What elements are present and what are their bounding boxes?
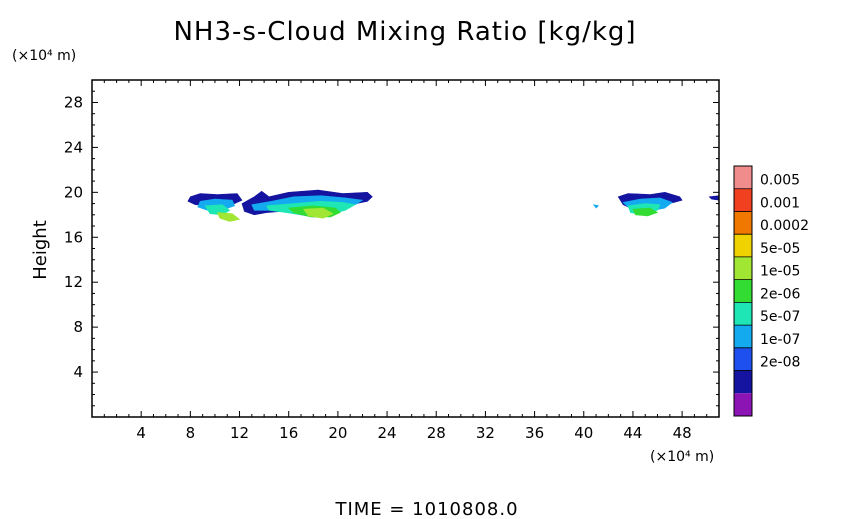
- x-tick-label: 16: [279, 424, 298, 442]
- colorbar-swatch: [734, 256, 752, 280]
- cloud-layer: [708, 195, 720, 201]
- colorbar-swatch: [734, 234, 752, 257]
- y-tick-label: 16: [64, 228, 83, 246]
- cloud-region: [187, 193, 243, 222]
- x-tick-label: 40: [574, 424, 593, 442]
- y-axis-label: Height: [30, 220, 51, 280]
- colorbar-swatch: [734, 279, 752, 303]
- colorbar: 0.005 0.001 0.0002 5e-05 1e-05 2e-06 5e-07 1e-0…: [733, 165, 809, 417]
- colorbar-label: 5e-05: [760, 241, 800, 257]
- cloud-region: [241, 189, 373, 219]
- cloud-region: [617, 191, 683, 217]
- x-tick-label: 44: [623, 424, 642, 442]
- y-tick-label: 24: [64, 138, 83, 156]
- colorbar-swatch: [734, 325, 752, 348]
- cloud-region: [592, 204, 600, 209]
- cloud-layer: [592, 204, 600, 209]
- chart-title: NH3-s-Cloud Mixing Ratio [kg/kg]: [173, 17, 636, 47]
- x-tick-label: 36: [525, 424, 544, 442]
- colorbar-label: 1e-05: [760, 264, 800, 280]
- y-tick-label: 28: [64, 93, 83, 111]
- x-tick-label: 28: [427, 424, 446, 442]
- colorbar-swatch: [734, 188, 752, 212]
- x-tick-label: 32: [476, 424, 495, 442]
- colorbar-swatch: [734, 166, 752, 189]
- plot-frame: [91, 79, 720, 418]
- colorbar-label: 5e-07: [760, 309, 800, 325]
- x-tick-label: 48: [673, 424, 692, 442]
- colorbar-swatch: [734, 347, 752, 371]
- y-tick-label: 4: [73, 363, 83, 381]
- colorbar-swatch: [734, 302, 752, 326]
- colorbar-label: 0.0002: [760, 218, 809, 234]
- cloud-layer: [302, 207, 334, 219]
- x-tick-label: 20: [328, 424, 347, 442]
- cloud-layer: [204, 204, 231, 216]
- x-tick-label: 12: [230, 424, 249, 442]
- colorbar-frame: [733, 165, 753, 417]
- colorbar-swatch: [734, 370, 752, 394]
- y-tick-label: 20: [64, 183, 83, 201]
- cloud-layer: [216, 212, 241, 222]
- cloud-region: [708, 195, 720, 201]
- x-tick-label: 4: [136, 424, 146, 442]
- colorbar-label: 1e-07: [760, 332, 800, 348]
- colorbar-swatch: [734, 393, 752, 416]
- x-tick-label: 24: [378, 424, 397, 442]
- colorbar-label: 2e-08: [760, 355, 800, 371]
- cloud-regions: [187, 189, 720, 222]
- colorbar-label: 2e-06: [760, 286, 800, 302]
- x-tick-label: 8: [186, 424, 196, 442]
- time-footer: TIME = 1010808.0: [334, 499, 518, 519]
- y-unit-label: (×10⁴ m): [12, 48, 76, 64]
- y-tick-label: 12: [64, 273, 83, 291]
- y-tick-label: 8: [73, 318, 83, 336]
- cloud-layer: [632, 207, 659, 217]
- x-unit-label: (×10⁴ m): [650, 449, 714, 465]
- colorbar-label: 0.005: [760, 173, 800, 189]
- colorbar-label: 0.001: [760, 195, 800, 211]
- colorbar-swatch: [734, 211, 752, 235]
